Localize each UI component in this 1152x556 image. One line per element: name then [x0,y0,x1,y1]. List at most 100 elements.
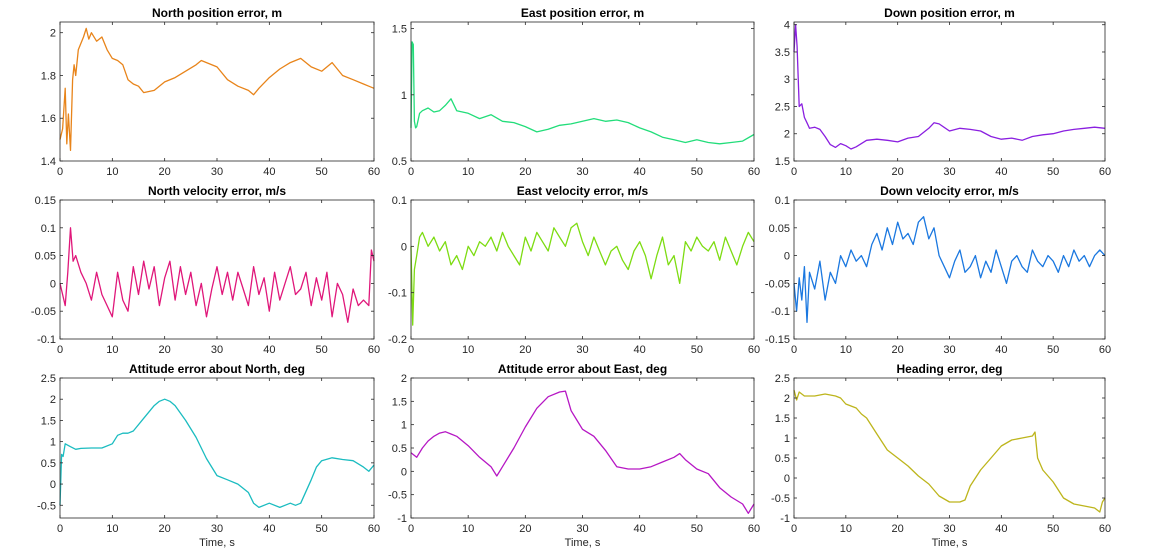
series-line-9 [793,389,1106,513]
y-tick-label: 1 [784,433,790,445]
subplot-6: 0 10 20 30 40 50 60 -0.15 -0.1 -0.05 0 0.05 0.1 Down … [765,184,1111,356]
subplot-4: 0 10 20 30 40 50 60 -0.1 -0.05 0 0.05 0.1 0.15 North … [31,184,380,356]
x-tick-label: 50 [1047,523,1059,535]
y-tick-label: -0.5 [37,500,56,512]
y-tick-label: 0 [401,241,407,253]
x-tick-label: 30 [943,166,955,178]
x-tick-label: 60 [748,523,760,535]
x-tick-label: 30 [576,166,588,178]
y-tick-label: 1 [401,420,407,432]
x-tick-label: 30 [211,344,223,356]
y-tick-label: 0 [50,479,56,491]
x-tick-label: 20 [159,344,171,356]
x-tick-label: 60 [1099,344,1111,356]
y-tick-label: -1 [397,513,407,525]
y-tick-label: 0 [401,466,407,478]
series-line-6 [793,216,1106,323]
x-tick-label: 40 [263,166,275,178]
y-tick-label: 0 [784,251,790,263]
y-tick-label: -0.1 [388,288,407,300]
x-tick-label: 10 [462,344,474,356]
x-tick-label: 20 [892,523,904,535]
x-tick-label: 10 [106,344,118,356]
x-tick-label: 40 [263,344,275,356]
x-tick-label: 50 [1047,166,1059,178]
axes-frame [793,199,1106,340]
y-tick-label: 1.8 [41,70,56,82]
y-tick-label: 2.5 [775,101,790,113]
y-tick-label: 0.5 [41,458,56,470]
axes-frame [410,21,755,162]
y-tick-label: -0.1 [771,306,790,318]
y-tick-label: -0.5 [388,490,407,502]
y-tick-label: 0.15 [35,195,56,207]
y-tick-label: 0.5 [392,443,407,455]
y-tick-label: 2.5 [775,373,790,385]
y-tick-label: 0 [50,278,56,290]
x-tick-label: 30 [211,166,223,178]
x-tick-label: 50 [316,344,328,356]
y-tick-label: 1.6 [41,113,56,125]
chart-title: Heading error, deg [896,362,1002,376]
series-line-5 [410,222,755,326]
y-tick-label: 0.05 [35,251,56,263]
x-tick-label: 10 [840,523,852,535]
series-line-7 [59,398,375,509]
x-tick-label: 50 [691,344,703,356]
x-tick-label: 0 [57,523,63,535]
x-tick-label: 0 [791,166,797,178]
x-tick-label: 40 [263,523,275,535]
x-tick-label: 60 [1099,166,1111,178]
x-tick-label: 40 [634,166,646,178]
axes-frame [793,21,1106,162]
chart-title: Attitude error about East, deg [498,362,667,376]
y-tick-label: -0.1 [37,334,56,346]
x-tick-label: 30 [943,344,955,356]
x-tick-label: 50 [691,523,703,535]
y-tick-label: 2 [50,394,56,406]
y-tick-label: 4 [784,20,790,32]
subplot-9: 0 10 20 30 40 50 60 -1 -0.5 0 0.5 1 1.5 2 2.5 Heading e… [771,362,1111,549]
subplot-1: 0 10 20 30 40 50 60 1.4 1.6 1.8 2 North position er… [41,6,380,178]
x-tick-label: 20 [519,523,531,535]
y-tick-label: 0.1 [775,195,790,207]
x-tick-label: 10 [462,166,474,178]
y-tick-label: 1 [401,90,407,102]
y-tick-label: 0.5 [775,453,790,465]
x-axis-label: Time, s [565,537,601,549]
x-tick-label: 60 [748,166,760,178]
series-line-4 [59,227,375,323]
y-tick-label: 2.5 [41,373,56,385]
x-tick-label: 40 [634,344,646,356]
chart-title: North velocity error, m/s [148,184,286,198]
y-tick-label: 0.05 [769,223,790,235]
axes-frame [410,377,755,519]
chart-title: Attitude error about North, deg [129,362,305,376]
x-tick-label: 20 [159,523,171,535]
y-tick-label: 1.5 [392,24,407,36]
axes-frame [59,377,375,519]
x-tick-label: 40 [634,523,646,535]
y-tick-label: -0.2 [388,334,407,346]
y-tick-label: 2 [401,373,407,385]
x-tick-label: 0 [57,344,63,356]
chart-title: East position error, m [521,6,644,20]
x-tick-label: 60 [368,344,380,356]
y-tick-label: 3 [784,74,790,86]
x-tick-label: 30 [943,523,955,535]
y-tick-label: 2 [50,28,56,40]
y-tick-label: -0.15 [765,334,790,346]
x-tick-label: 10 [840,166,852,178]
x-tick-label: 50 [316,523,328,535]
x-tick-label: 60 [748,344,760,356]
x-tick-label: 0 [791,523,797,535]
x-tick-label: 0 [791,344,797,356]
series-line-3 [793,24,1106,150]
subplot-5: 0 10 20 30 40 50 60 -0.2 -0.1 0 0.1 East velocity e… [388,184,760,356]
axes-frame [59,21,375,162]
x-tick-label: 20 [519,344,531,356]
x-tick-label: 10 [840,344,852,356]
subplot-2: 0 10 20 30 40 50 60 0.5 1 1.5 East position error,… [392,6,760,178]
x-tick-label: 50 [316,166,328,178]
y-tick-label: 3.5 [775,47,790,59]
